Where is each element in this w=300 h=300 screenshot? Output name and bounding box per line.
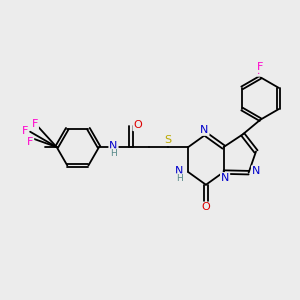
Text: S: S [165, 135, 172, 145]
Text: N: N [175, 167, 184, 176]
Text: N: N [109, 142, 118, 152]
Text: N: N [200, 125, 209, 135]
Text: F: F [257, 62, 264, 72]
Text: H: H [110, 149, 117, 158]
Text: O: O [202, 202, 210, 212]
Text: F: F [257, 66, 264, 76]
Text: F: F [22, 126, 28, 136]
Text: F: F [27, 137, 33, 147]
Text: H: H [176, 174, 183, 183]
Text: N: N [221, 173, 229, 183]
Text: F: F [32, 119, 38, 129]
Text: O: O [133, 120, 142, 130]
Text: N: N [252, 166, 260, 176]
